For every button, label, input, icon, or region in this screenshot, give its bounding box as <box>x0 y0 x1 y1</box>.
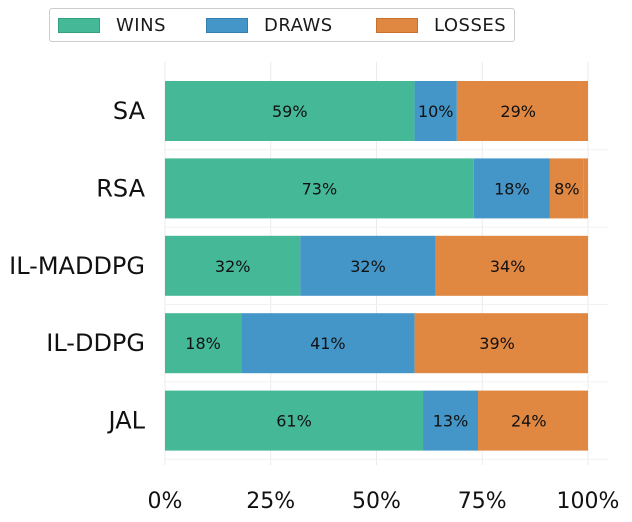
legend-item-wins: WINS <box>58 9 166 41</box>
legend-swatch-losses <box>376 17 418 33</box>
bar-segment-losses <box>579 313 588 374</box>
legend-label-wins: WINS <box>116 14 166 36</box>
bar-segment-wins <box>165 158 474 219</box>
bar-segment-wins <box>165 81 415 141</box>
data-label-draws: 32% <box>350 257 386 276</box>
legend: WINS DRAWS LOSSES <box>49 8 515 42</box>
legend-swatch-draws <box>206 17 248 33</box>
x-tick-label: 0% <box>148 489 183 514</box>
bar-segment-draws <box>414 81 457 141</box>
data-label-wins: 73% <box>302 179 338 198</box>
data-label-losses: 24% <box>511 412 547 431</box>
y-category-label: RSA <box>96 174 145 202</box>
y-category-label: IL-DDPG <box>46 329 145 357</box>
data-label-wins: 59% <box>272 102 308 121</box>
bars: 59% 10% 29% 73% 18% 8% 32% 32% 34% 18% 41% 39% 61% 13… <box>165 81 588 451</box>
bar-segment-losses <box>456 81 580 141</box>
bar-segment-losses <box>414 313 580 374</box>
bar-segment-losses <box>478 390 580 451</box>
data-label-draws: 13% <box>433 412 469 431</box>
x-tick-label: 25% <box>246 489 295 514</box>
bar-segment-wins <box>165 235 301 296</box>
bar-segment-losses <box>583 158 588 219</box>
data-label-losses: 29% <box>500 102 536 121</box>
data-label-wins: 61% <box>276 412 312 431</box>
bar-segment-draws <box>423 390 479 451</box>
bar-segment-losses <box>579 235 588 296</box>
y-category-label: SA <box>113 97 146 125</box>
bar-segment-wins <box>165 313 242 374</box>
bar-segment-losses <box>435 235 580 296</box>
legend-swatch-wins <box>58 17 100 33</box>
bar-segment-losses <box>579 81 588 141</box>
data-label-losses: 8% <box>554 179 579 198</box>
x-axis-tick-labels: 0% 25% 50% 75% 100% <box>148 489 620 514</box>
y-category-label: IL-MADDPG <box>9 252 145 280</box>
legend-label-losses: LOSSES <box>434 14 507 36</box>
bar-segment-draws <box>473 158 550 219</box>
x-tick-label: 100% <box>557 489 620 514</box>
data-label-wins: 18% <box>185 334 221 353</box>
data-label-draws: 41% <box>310 334 346 353</box>
data-label-draws: 10% <box>418 102 454 121</box>
data-label-wins: 32% <box>215 257 251 276</box>
y-axis-labels: SA RSA IL-MADDPG IL-DDPG JAL <box>9 97 145 435</box>
data-label-draws: 18% <box>494 179 530 198</box>
data-label-losses: 34% <box>490 257 526 276</box>
bar-segment-draws <box>241 313 415 374</box>
bar-segment-wins <box>165 390 424 451</box>
bar-segment-losses <box>579 390 588 451</box>
legend-item-draws: DRAWS <box>206 9 333 41</box>
bar-segment-draws <box>300 235 436 296</box>
bar-segment-losses <box>549 158 584 219</box>
x-tick-label: 50% <box>352 489 401 514</box>
legend-label-draws: DRAWS <box>264 14 333 36</box>
legend-item-losses: LOSSES <box>376 9 506 41</box>
y-category-label: JAL <box>107 407 146 435</box>
data-label-losses: 39% <box>479 334 515 353</box>
x-tick-label: 75% <box>458 489 507 514</box>
